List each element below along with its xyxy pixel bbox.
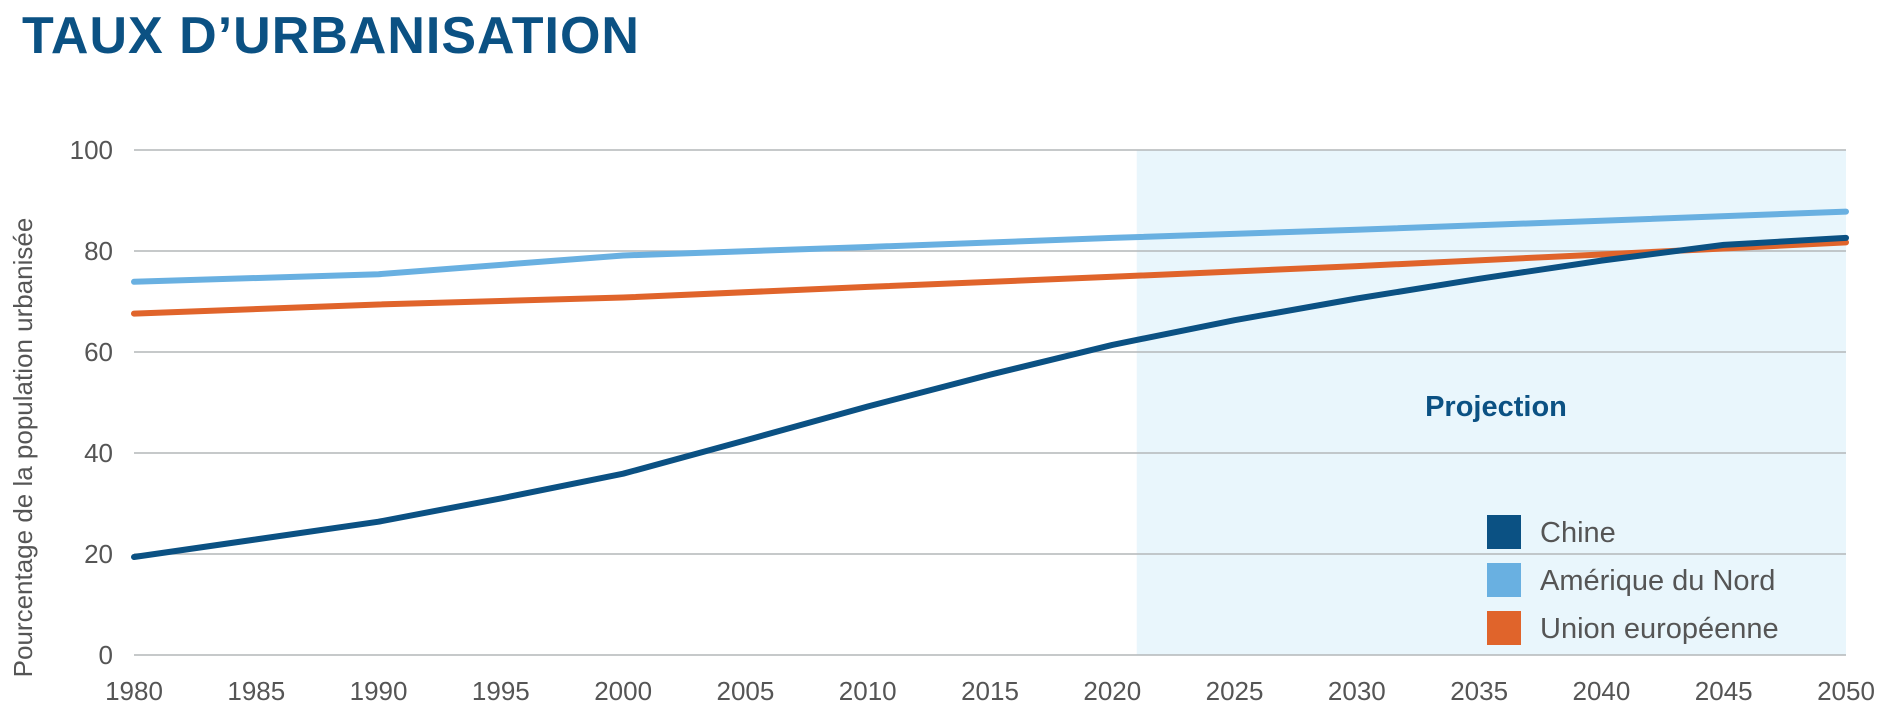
legend-swatch [1487,611,1521,645]
x-tick-label: 2015 [961,676,1019,701]
legend-swatch [1487,515,1521,549]
legend-label: Amérique du Nord [1540,565,1775,597]
x-tick-label: 1990 [350,676,408,701]
y-tick-label: 0 [99,640,113,670]
x-tick-label: 2040 [1573,676,1631,701]
y-tick-label: 80 [84,236,113,266]
x-tick-label: 2000 [594,676,652,701]
series-line [131,239,1849,317]
grid [134,149,1846,656]
x-tick-label: 2025 [1206,676,1264,701]
series-line [131,234,1849,560]
legend-label: Chine [1540,517,1616,549]
x-tick-label: 2020 [1083,676,1141,701]
x-tick-label: 2005 [717,676,775,701]
x-tick-label: 2045 [1695,676,1753,701]
legend-label: Union européenne [1540,613,1779,645]
y-tick-label: 40 [84,438,113,468]
x-tick-label: 2050 [1817,676,1875,701]
x-tick-label: 1985 [227,676,285,701]
y-tick-label: 20 [84,539,113,569]
projection-label: Projection [1425,391,1567,423]
x-tick-label: 2035 [1450,676,1508,701]
legend: Chine Amérique du Nord Union européenne [1487,515,1779,645]
x-tick-label: 1995 [472,676,530,701]
y-axis-label: Pourcentage de la population urbanisée [8,218,38,678]
series-line [131,208,1849,285]
x-tick-label: 2030 [1328,676,1386,701]
y-tick-label: 60 [84,337,113,367]
legend-swatch [1487,563,1521,597]
series-lines [131,208,1849,560]
x-tick-label: 2010 [839,676,897,701]
x-tick-label: 1980 [105,676,163,701]
chart-title: TAUX D’URBANISATION [22,7,640,65]
y-tick-label: 100 [70,135,113,165]
